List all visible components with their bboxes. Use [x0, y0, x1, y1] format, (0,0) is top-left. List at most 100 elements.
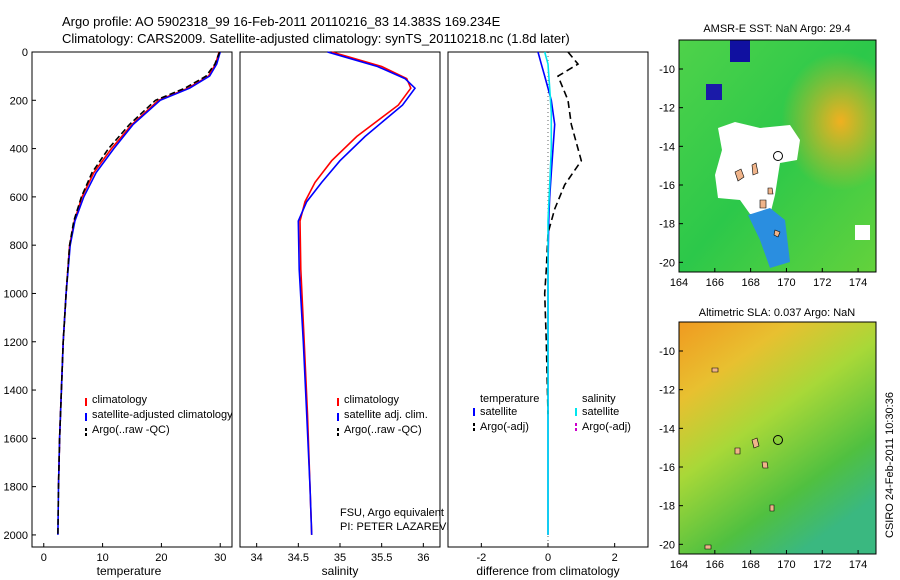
map-x-tick-label: 164	[670, 559, 688, 571]
side-timestamp-label: CSIRO 24-Feb-2011 10:30:36	[884, 392, 896, 538]
map-y-tick-label: -14	[659, 423, 675, 435]
map-y-tick-label: -16	[659, 462, 675, 474]
island	[759, 199, 767, 209]
map-x-tick-label: 170	[777, 277, 795, 289]
sst-map-cold-patch	[706, 84, 722, 100]
map-x-tick-label: 174	[849, 559, 867, 571]
salinity-lines	[297, 51, 417, 535]
x-tick-label: 36	[417, 552, 429, 564]
series-line-argo-raw-qc-	[57, 51, 221, 535]
header-line2: Climatology: CARS2009. Satellite-adjuste…	[62, 31, 570, 46]
map-x-tick-label: 166	[706, 559, 724, 571]
map-y-tick-label: -20	[659, 257, 675, 269]
map-x-tick-label: 166	[706, 277, 724, 289]
salinity-legend: climatology satellite adj. clim. Argo(..…	[337, 394, 428, 436]
map-y-tick-label: -12	[659, 103, 675, 115]
sst-map-ticks: 164 166 168 170 172 174 -10 -12 -14 -16 -18 -20	[659, 64, 867, 289]
sst-map-missing-data	[855, 225, 870, 240]
island	[734, 168, 745, 182]
x-tick-label: 34	[251, 552, 263, 564]
map-x-tick-label: 168	[741, 277, 759, 289]
island	[751, 162, 759, 176]
series-line-satellite-adj-clim-	[297, 51, 417, 535]
sla-map-ticks: 164 166 168 170 172 174 -10 -12 -14 -16 -18 -20	[659, 346, 867, 571]
salinity-xlabel: salinity	[322, 564, 359, 578]
salinity-panel: 34 34.5 35 35.5 36 salinity climatology sate…	[239, 51, 465, 578]
map-x-tick-label: 164	[670, 277, 688, 289]
y-tick-label: 1400	[4, 385, 28, 397]
legend-argo: Argo(..raw -QC)	[92, 424, 170, 436]
x-tick-label: 10	[96, 552, 108, 564]
map-x-tick-label: 168	[741, 559, 759, 571]
y-tick-label: 2000	[4, 530, 28, 542]
island	[773, 229, 781, 238]
map-x-tick-label: 174	[849, 277, 867, 289]
sst-map-cold-patch	[730, 40, 750, 62]
sla-map-islands	[704, 367, 775, 550]
x-tick-label: 20	[155, 552, 167, 564]
map-y-tick-label: -10	[659, 346, 675, 358]
salinity-x-ticks: 34 34.5 35 35.5 36	[251, 543, 429, 564]
island	[769, 504, 775, 512]
sla-map-field	[679, 322, 876, 554]
island	[751, 437, 760, 449]
island	[767, 187, 774, 195]
sla-map-title: Altimetric SLA: 0.037 Argo: NaN	[699, 307, 856, 319]
series-line-salinity-satellite	[543, 51, 553, 535]
diff-legend-tsat: satellite	[480, 406, 517, 418]
salinity-axes-box	[239, 51, 441, 548]
x-tick-label: 30	[214, 552, 226, 564]
legend-climatology: climatology	[92, 394, 148, 406]
temperature-x-ticks: 0 10 20 30	[41, 543, 226, 564]
sal-legend-sat: satellite adj. clim.	[344, 409, 428, 421]
difference-lines	[537, 51, 583, 535]
difference-x-ticks: -2 0 2	[476, 543, 618, 564]
y-tick-label: 800	[10, 240, 28, 252]
temperature-legend: climatology satellite-adjusted climatolo…	[85, 394, 233, 436]
y-tick-label: 1800	[4, 482, 28, 494]
map-x-tick-label: 172	[813, 559, 831, 571]
sal-legend-clim: climatology	[344, 394, 400, 406]
sst-map-islands	[734, 162, 781, 238]
sal-legend-argo: Argo(..raw -QC)	[344, 424, 422, 436]
temperature-lines	[57, 51, 221, 535]
sla-map-argo-marker	[773, 435, 783, 445]
diff-legend-title-sal: salinity	[582, 393, 616, 405]
island	[734, 447, 741, 455]
difference-xlabel: difference from climatology	[476, 564, 619, 578]
diff-legend-ssat: satellite	[582, 406, 619, 418]
y-tick-label: 1000	[4, 288, 28, 300]
diff-legend-title-temp: temperature	[480, 393, 539, 405]
diff-legend-targo: Argo(-adj)	[480, 421, 529, 433]
map-y-tick-label: -20	[659, 539, 675, 551]
map-x-tick-label: 170	[777, 559, 795, 571]
y-tick-label: 200	[10, 95, 28, 107]
map-y-tick-label: -12	[659, 385, 675, 397]
sst-map-panel: AMSR-E SST: NaN Argo: 29.4 164 166 168 170 1…	[659, 23, 877, 289]
difference-legend: temperature satellite Argo(-adj) salinit…	[473, 393, 631, 433]
series-line-climatology	[299, 51, 412, 535]
difference-panel: -2 0 2 difference from climatology tempera…	[447, 51, 649, 578]
sst-map-argo-marker	[773, 151, 783, 161]
annotation-pi: PI: PETER LAZAREVICH	[340, 521, 465, 533]
x-tick-label: 35.5	[371, 552, 392, 564]
map-y-tick-label: -14	[659, 141, 675, 153]
island	[711, 367, 719, 373]
sst-map-cool-band	[748, 208, 790, 268]
x-tick-label: 0	[545, 552, 551, 564]
header-line1: Argo profile: AO 5902318_99 16-Feb-2011 …	[62, 14, 501, 29]
x-tick-label: 0	[41, 552, 47, 564]
diff-legend-sargo: Argo(-adj)	[582, 421, 631, 433]
map-y-tick-label: -10	[659, 64, 675, 76]
y-tick-label: 600	[10, 192, 28, 204]
sla-map-frame	[678, 321, 877, 555]
sla-map-panel: Altimetric SLA: 0.037 Argo: NaN 164 166 16…	[659, 307, 877, 571]
series-line-temperature-argo-adj-	[543, 51, 583, 415]
x-tick-label: 34.5	[288, 552, 309, 564]
legend-sat-adj: satellite-adjusted climatology	[92, 409, 233, 421]
y-tick-label: 0	[22, 47, 28, 59]
temperature-y-ticks: 0 200 400 600 800 1000 1200 1400 1600 1800 2000	[4, 47, 36, 542]
sst-map-missing-data	[715, 122, 800, 215]
annotation-fsu: FSU, Argo equivalent	[340, 507, 444, 519]
x-tick-label: 35	[334, 552, 346, 564]
